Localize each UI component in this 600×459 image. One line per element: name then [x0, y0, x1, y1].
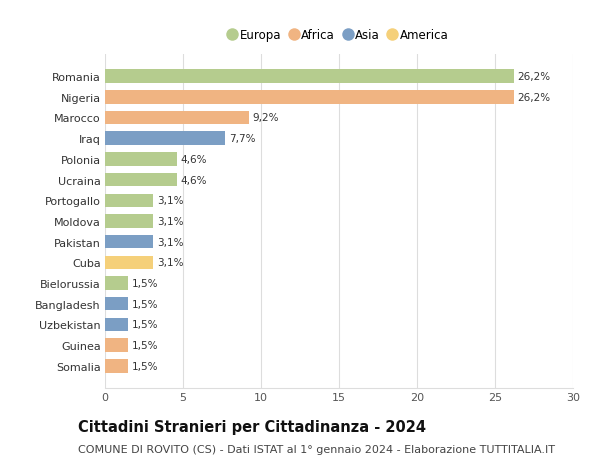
- Bar: [105, 112, 248, 125]
- Bar: [105, 318, 128, 331]
- Text: 3,1%: 3,1%: [157, 217, 184, 226]
- Text: 1,5%: 1,5%: [133, 361, 159, 371]
- Text: 9,2%: 9,2%: [253, 113, 279, 123]
- Bar: [105, 215, 154, 228]
- Bar: [105, 256, 154, 269]
- Text: COMUNE DI ROVITO (CS) - Dati ISTAT al 1° gennaio 2024 - Elaborazione TUTTITALIA.: COMUNE DI ROVITO (CS) - Dati ISTAT al 1°…: [78, 444, 555, 454]
- Text: 26,2%: 26,2%: [518, 93, 551, 102]
- Text: 3,1%: 3,1%: [157, 258, 184, 268]
- Text: 7,7%: 7,7%: [229, 134, 256, 144]
- Text: 1,5%: 1,5%: [133, 341, 159, 350]
- Bar: [105, 194, 154, 207]
- Bar: [105, 235, 154, 249]
- Bar: [105, 70, 514, 84]
- Bar: [105, 297, 128, 311]
- Text: 1,5%: 1,5%: [133, 279, 159, 288]
- Text: 3,1%: 3,1%: [157, 196, 184, 206]
- Text: Cittadini Stranieri per Cittadinanza - 2024: Cittadini Stranieri per Cittadinanza - 2…: [78, 419, 426, 434]
- Text: 1,5%: 1,5%: [133, 299, 159, 309]
- Text: 3,1%: 3,1%: [157, 237, 184, 247]
- Bar: [105, 359, 128, 373]
- Bar: [105, 174, 177, 187]
- Text: 1,5%: 1,5%: [133, 320, 159, 330]
- Text: 26,2%: 26,2%: [518, 72, 551, 82]
- Bar: [105, 339, 128, 352]
- Bar: [105, 132, 225, 146]
- Bar: [105, 91, 514, 104]
- Bar: [105, 277, 128, 290]
- Legend: Europa, Africa, Asia, America: Europa, Africa, Asia, America: [224, 24, 454, 47]
- Text: 4,6%: 4,6%: [181, 175, 207, 185]
- Bar: [105, 153, 177, 166]
- Text: 4,6%: 4,6%: [181, 155, 207, 164]
